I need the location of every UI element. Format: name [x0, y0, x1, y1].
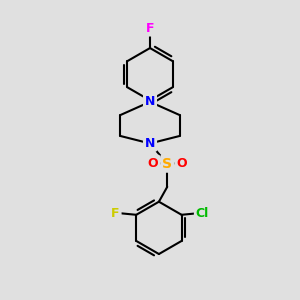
Text: F: F — [146, 22, 154, 34]
Text: O: O — [176, 157, 187, 169]
Text: Cl: Cl — [196, 207, 209, 220]
Text: O: O — [148, 157, 158, 169]
Text: F: F — [111, 207, 120, 220]
Text: S: S — [162, 157, 172, 171]
Text: N: N — [145, 95, 155, 108]
Text: N: N — [145, 137, 155, 150]
